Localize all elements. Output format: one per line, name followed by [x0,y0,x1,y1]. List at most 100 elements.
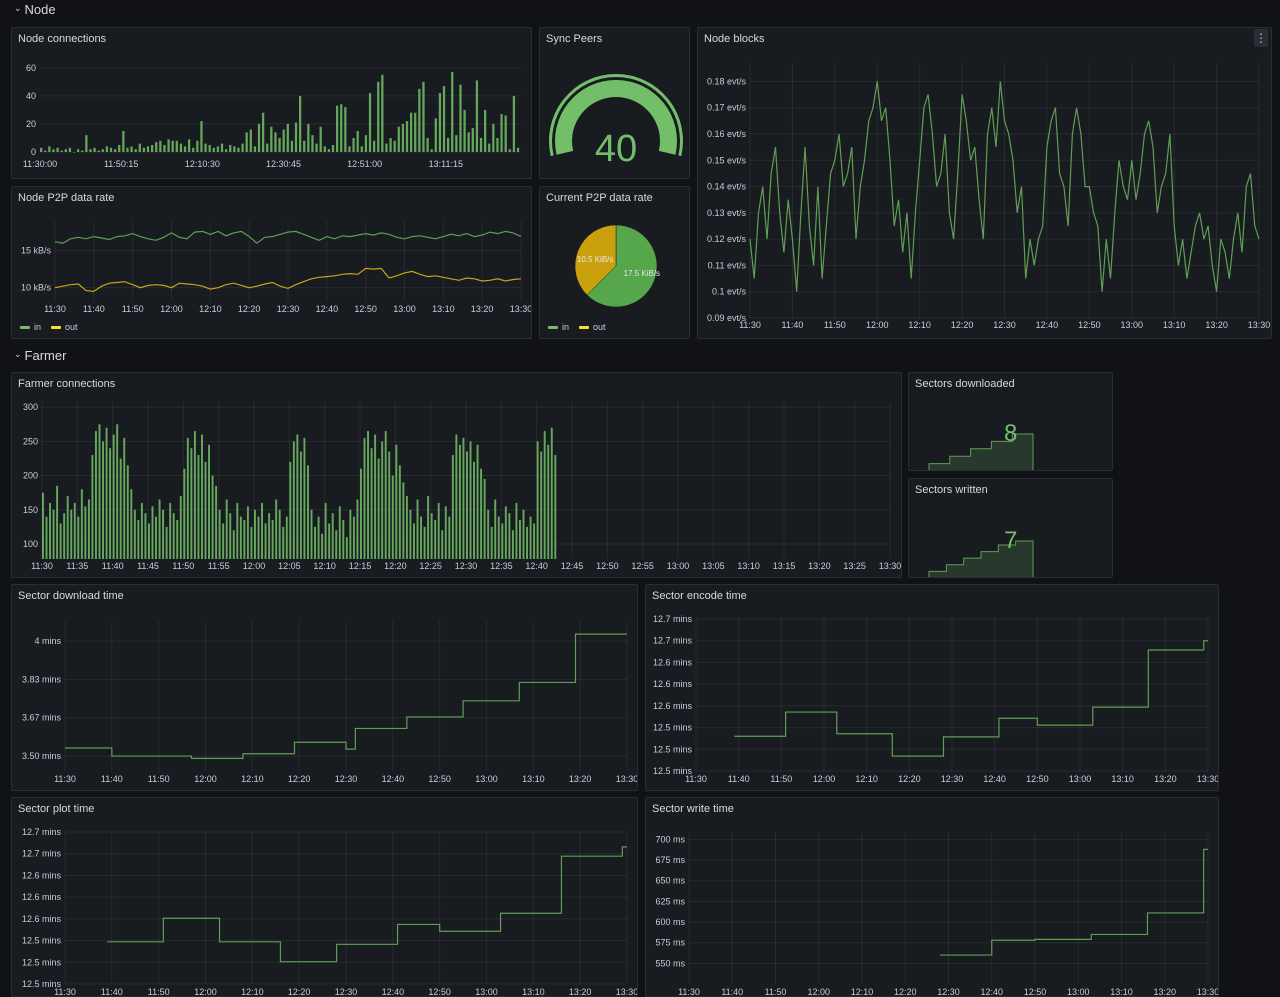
pie-slice-in [586,224,658,308]
legend-item-out[interactable]: out [51,322,78,332]
row-title-farmer: Farmer [24,348,67,363]
y-tick-label: 40 [26,91,36,101]
x-tick-label: 12:50 [354,304,377,314]
y-tick-label: 12.6 mins [653,701,693,711]
bar [116,424,119,559]
bar [328,523,331,559]
sectors-written-panel: Sectors written 7 [908,478,1113,578]
bar [45,516,48,559]
x-tick-label: 13:20 [1154,774,1177,784]
bar [80,489,83,559]
bar [236,502,239,559]
bar [529,516,532,559]
x-tick-label: 12:10 [851,987,874,997]
x-tick-label: 13:20 [808,561,831,571]
legend-item-out[interactable]: out [579,322,606,332]
bar [335,530,338,559]
y-tick-label: 12.5 mins [653,766,693,776]
y-tick-label: 0.1 evt/s [712,287,747,297]
bar [405,121,409,152]
y-tick-label: 12.6 mins [22,870,62,880]
bar [360,146,363,152]
x-tick-label: 12:40 [1036,320,1059,330]
bar [274,132,277,152]
panel-title: Node P2P data rate [18,192,115,204]
bar [179,143,183,152]
bar [462,437,465,559]
x-tick-label: 12:30 [993,320,1016,330]
x-tick-label: 13:00 [1067,987,1090,997]
sync-peers-panel: Sync Peers 40 [539,27,690,179]
series-line [65,633,627,759]
bar [126,465,129,559]
bar [508,513,511,559]
x-tick-label: 11:50 [824,320,846,330]
bar [522,509,525,559]
y-tick-label: 0 [31,147,36,157]
bar [381,441,384,559]
y-tick-label: 0.17 evt/s [707,103,747,113]
x-tick-label: 13:10 [737,561,760,571]
x-tick-label: 12:20 [384,561,407,571]
pie-slice-out [574,224,617,296]
bar [331,144,335,152]
y-tick-label: 0.18 evt/s [707,76,747,86]
bar [286,123,289,152]
bar [458,444,461,559]
bar [303,437,306,559]
bar [68,147,72,152]
bar [233,146,236,152]
bar [409,509,412,559]
x-tick-label: 12:10 [199,304,222,314]
series-line-out [54,267,522,293]
bar [363,437,366,559]
y-tick-label: 550 ms [655,958,685,968]
legend-item-in[interactable]: in [548,322,569,332]
x-tick-label: 11:50 [122,304,144,314]
chart-canvas: 17.5 KiB/s 10.5 KiB/s [574,224,660,308]
bar [490,526,493,559]
bar [159,140,162,152]
x-tick-label: 13:30 [1248,320,1271,330]
node-connections-panel: Node connections 0 20 40 60 11:30:00 11:50:15 1… [11,27,532,179]
bar [473,461,476,559]
x-tick-label: 11:30 [44,304,66,314]
bar [360,468,362,559]
bar [73,502,76,559]
legend-label: in [34,322,42,332]
panel-title: Sync Peers [546,33,603,45]
row-toggle-farmer[interactable]: ⌄ Farmer [14,348,66,363]
x-tick-label: 12:40 [382,774,405,784]
bar [289,461,292,559]
bar [448,516,451,559]
node-p2p-rate-panel: Node P2P data rate 10 kB/s 15 kB/s 11:30 11:… [11,186,532,339]
x-tick-label: 13:30 [510,304,532,314]
bar [123,437,126,559]
bar [290,140,294,152]
sector-write-time-panel: Sector write time 550 ms 575 ms 600 ms 625 m… [645,797,1219,997]
bar [352,516,355,559]
x-tick-label: 11:40 [101,774,123,784]
bar [56,485,59,559]
bar [109,147,113,152]
bar [413,523,415,559]
sector-plot-time-panel: Sector plot time 12.5 mins 12.5 mins 12.5 m… [11,797,638,997]
row-toggle-node[interactable]: ⌄ Node [14,2,56,17]
panel-title: Sector download time [18,590,124,602]
bar [175,140,178,152]
x-tick-label: 11:30 [54,987,76,997]
bar [208,444,211,559]
bar [245,132,248,152]
panel-title: Farmer connections [18,378,116,390]
y-tick-label: 15 kB/s [21,246,52,256]
kebab-menu-icon[interactable]: ⋮ [1254,29,1268,47]
current-p2p-rate-panel: Current P2P data rate 17.5 KiB/s 10.5 KiB/… [539,186,690,339]
bar [167,139,170,152]
legend-item-in[interactable]: in [20,322,41,332]
x-tick-label: 12:30 [455,561,478,571]
bar [64,149,67,152]
y-tick-label: 300 [23,402,38,412]
bar [52,509,55,559]
bar [344,107,347,152]
bar [377,81,380,152]
